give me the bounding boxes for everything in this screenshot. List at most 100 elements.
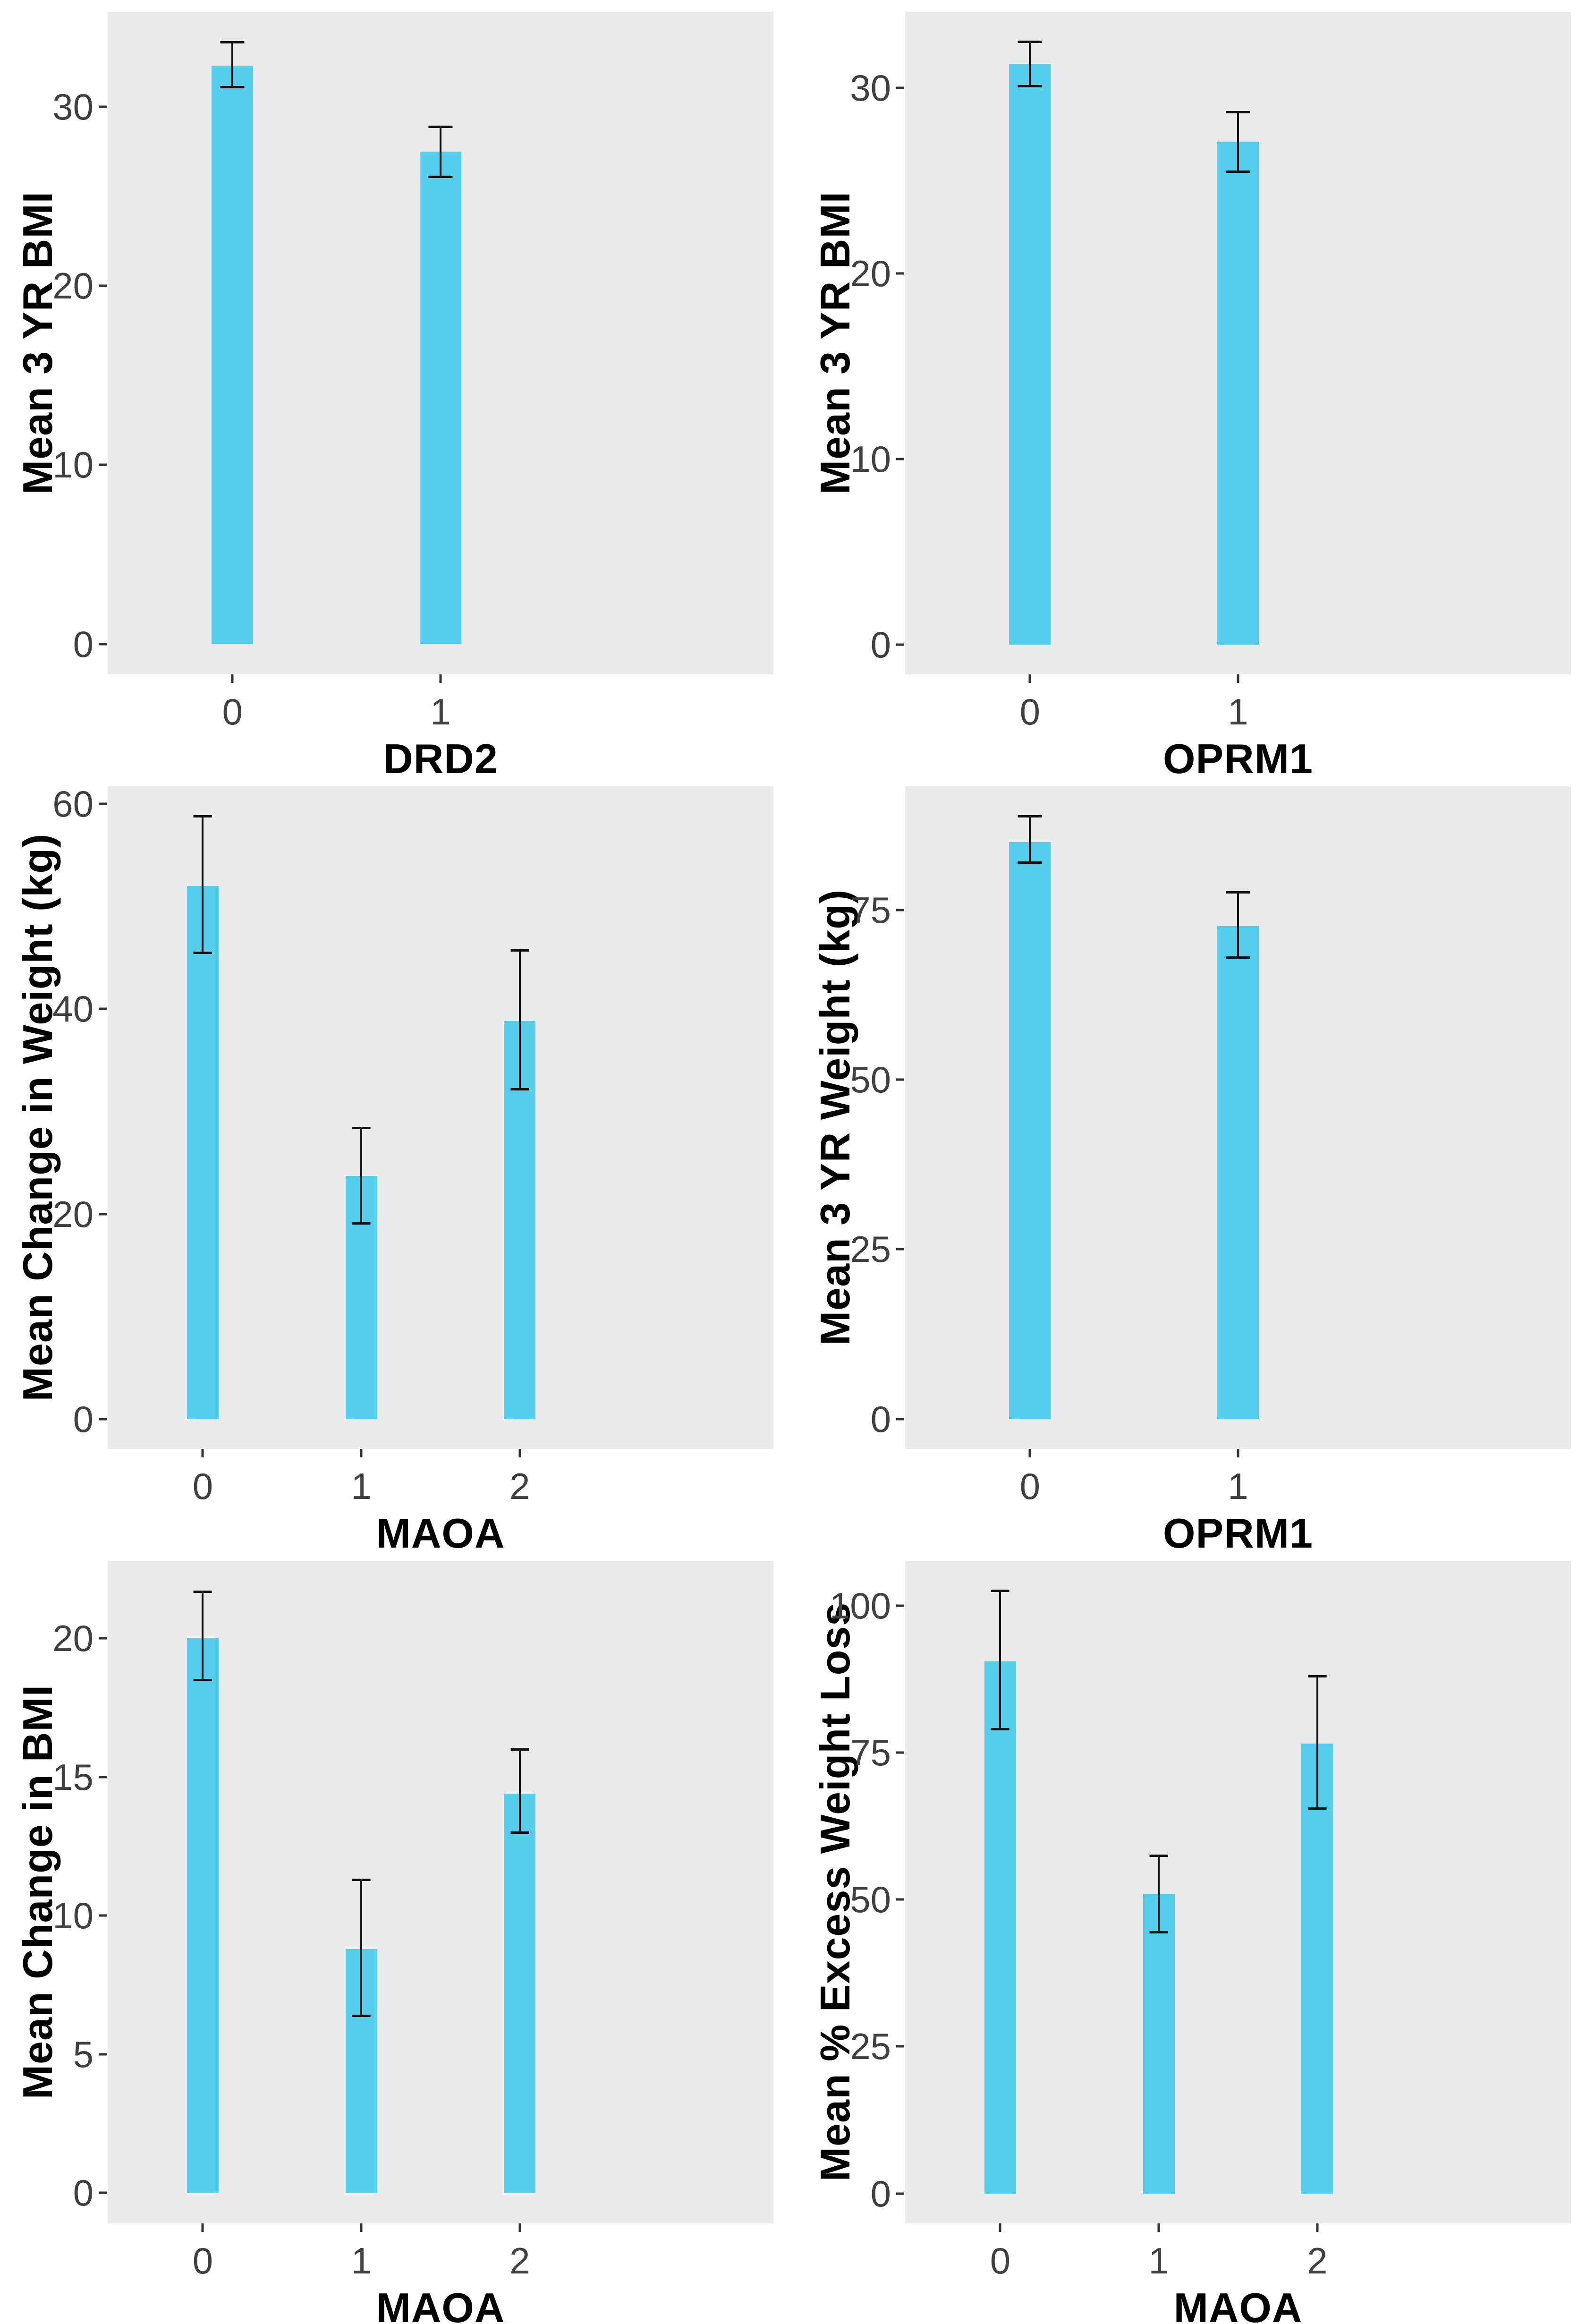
error-bar bbox=[360, 1880, 363, 2016]
x-tick-label: 1 bbox=[351, 1465, 372, 1507]
y-tick-label: 20 bbox=[850, 253, 891, 295]
error-bar-cap bbox=[1018, 815, 1042, 818]
y-tick-label: 0 bbox=[870, 624, 891, 666]
x-axis-title: OPRM1 bbox=[1163, 735, 1313, 775]
y-tick-label: 25 bbox=[850, 2026, 891, 2068]
x-tick-mark bbox=[201, 1449, 204, 1457]
bar bbox=[187, 885, 219, 1419]
y-tick-mark bbox=[99, 643, 107, 646]
y-tick-mark bbox=[896, 2192, 904, 2195]
plot-panel bbox=[108, 1561, 773, 2223]
x-tick-mark bbox=[1028, 1449, 1031, 1457]
y-tick-label: 25 bbox=[850, 1228, 891, 1270]
x-tick-mark bbox=[1157, 2223, 1160, 2232]
error-bar-cap bbox=[220, 41, 245, 44]
error-bar-cap bbox=[1018, 861, 1042, 864]
y-tick-mark bbox=[896, 272, 904, 275]
y-tick-mark bbox=[99, 1637, 107, 1640]
y-axis-title: Mean 3 YR Weight (kg) bbox=[812, 889, 858, 1346]
y-tick-mark bbox=[896, 86, 904, 89]
y-tick-mark bbox=[896, 1078, 904, 1081]
y-tick-mark bbox=[99, 2053, 107, 2056]
x-tick-mark bbox=[360, 1449, 363, 1457]
y-axis-title: Mean Change in Weight (kg) bbox=[14, 833, 61, 1402]
x-tick-mark bbox=[999, 2223, 1001, 2232]
error-bar-cap bbox=[991, 1590, 1010, 1592]
x-axis-title: DRD2 bbox=[383, 735, 498, 775]
x-tick-label: 1 bbox=[1228, 1465, 1248, 1507]
y-tick-label: 0 bbox=[73, 623, 93, 665]
x-tick-label: 2 bbox=[509, 2240, 530, 2281]
y-tick-mark bbox=[896, 1418, 904, 1421]
y-tick-label: 75 bbox=[850, 889, 891, 931]
error-bar-cap bbox=[510, 1088, 529, 1090]
y-tick-label: 75 bbox=[850, 1731, 891, 1773]
x-tick-mark bbox=[1028, 674, 1031, 683]
error-bar-cap bbox=[1308, 1807, 1327, 1810]
error-bar-cap bbox=[193, 1590, 212, 1593]
bar-chart-weight-change-maoa: Mean Change in Weight (kg) MAOA 0 20 40 60 0… bbox=[0, 775, 798, 1549]
y-tick-label: 20 bbox=[52, 1193, 93, 1235]
error-bar bbox=[518, 1749, 521, 1833]
error-bar-cap bbox=[428, 175, 453, 178]
x-tick-label: 0 bbox=[222, 691, 243, 732]
bar-chart-bmi-drd2: Mean 3 YR BMI DRD2 0 10 20 30 0 1 bbox=[0, 0, 798, 775]
y-tick-label: 50 bbox=[850, 1879, 891, 1921]
error-bar-cap bbox=[1018, 85, 1042, 88]
error-bar-cap bbox=[220, 86, 245, 89]
error-bar bbox=[360, 1128, 363, 1224]
error-bar-cap bbox=[193, 1679, 212, 1682]
x-axis-title: MAOA bbox=[1173, 2284, 1303, 2324]
x-tick-mark bbox=[231, 674, 234, 683]
error-bar bbox=[202, 816, 204, 953]
y-tick-mark bbox=[99, 1213, 107, 1216]
x-tick-mark bbox=[518, 2223, 521, 2232]
bar-chart-bmi-oprm1: Mean 3 YR BMI OPRM1 0 10 20 30 0 1 bbox=[798, 0, 1595, 775]
y-tick-mark bbox=[896, 1604, 904, 1607]
x-axis-title: MAOA bbox=[376, 2284, 505, 2324]
y-tick-label: 20 bbox=[52, 265, 93, 307]
x-tick-label: 0 bbox=[192, 2240, 213, 2281]
bar bbox=[187, 1638, 219, 2193]
bar bbox=[1009, 842, 1051, 1419]
y-tick-label: 20 bbox=[52, 1617, 93, 1660]
error-bar-cap bbox=[1226, 170, 1250, 173]
x-tick-mark bbox=[518, 1449, 521, 1457]
y-tick-mark bbox=[896, 1248, 904, 1251]
x-tick-mark bbox=[439, 674, 442, 683]
y-tick-mark bbox=[896, 1898, 904, 1901]
bar-chart-weight-oprm1: Mean 3 YR Weight (kg) OPRM1 0 25 50 75 0 1 bbox=[798, 775, 1595, 1549]
x-tick-label: 2 bbox=[509, 1465, 530, 1507]
x-axis-title: OPRM1 bbox=[1163, 1510, 1313, 1549]
x-tick-label: 0 bbox=[192, 1465, 213, 1507]
error-bar bbox=[1237, 112, 1239, 171]
bar bbox=[1217, 142, 1259, 645]
x-tick-label: 0 bbox=[990, 2240, 1011, 2281]
x-tick-label: 0 bbox=[1019, 691, 1041, 732]
error-bar-cap bbox=[428, 125, 453, 128]
y-tick-label: 30 bbox=[52, 85, 93, 128]
y-tick-mark bbox=[896, 909, 904, 911]
y-tick-mark bbox=[99, 284, 107, 287]
x-tick-label: 0 bbox=[1019, 1465, 1041, 1507]
y-tick-mark bbox=[896, 643, 904, 646]
error-bar bbox=[518, 950, 521, 1089]
error-bar bbox=[1029, 41, 1031, 86]
x-tick-mark bbox=[1237, 674, 1239, 683]
error-bar-cap bbox=[1308, 1675, 1327, 1677]
y-tick-label: 0 bbox=[73, 2172, 93, 2214]
x-tick-label: 1 bbox=[1148, 2240, 1169, 2281]
error-bar-cap bbox=[352, 1879, 371, 1881]
error-bar-cap bbox=[193, 815, 212, 817]
error-bar-cap bbox=[510, 1748, 529, 1751]
bar bbox=[1301, 1744, 1333, 2194]
bar bbox=[419, 151, 462, 644]
bar bbox=[504, 1794, 536, 2193]
error-bar-cap bbox=[1149, 1931, 1168, 1933]
error-bar-cap bbox=[352, 1127, 371, 1130]
bar bbox=[1009, 64, 1051, 645]
x-tick-mark bbox=[360, 2223, 363, 2232]
error-bar-cap bbox=[352, 1222, 371, 1225]
error-bar bbox=[440, 126, 441, 177]
